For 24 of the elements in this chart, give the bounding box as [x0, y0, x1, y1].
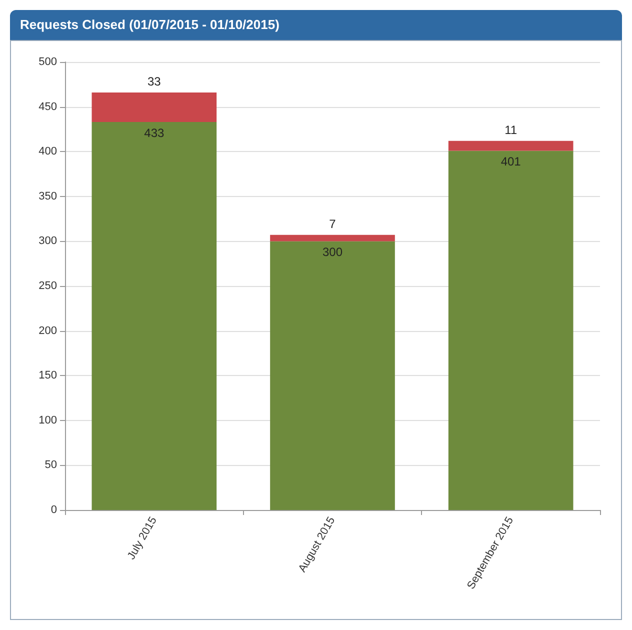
- bar: [270, 241, 395, 510]
- y-tick-label: 50: [44, 459, 57, 472]
- y-tick-label: 300: [38, 235, 57, 248]
- y-tick-label: 250: [38, 280, 57, 292]
- bar: [92, 92, 217, 122]
- y-tick-label: 200: [38, 324, 57, 337]
- y-tick-label: 150: [38, 370, 57, 382]
- y-tick-label: 100: [38, 414, 57, 426]
- data-label: 33: [147, 74, 162, 88]
- data-label: 11: [504, 122, 518, 137]
- bar: [270, 234, 395, 242]
- y-tick-label: 350: [38, 190, 57, 202]
- data-label: 401: [500, 154, 522, 169]
- data-label: 7: [329, 216, 336, 231]
- y-tick-label: 450: [38, 100, 57, 113]
- data-label: 300: [322, 245, 343, 260]
- bar: [92, 122, 217, 510]
- y-tick-label: 500: [38, 56, 57, 68]
- y-tick-label: 400: [38, 146, 57, 158]
- bar: [448, 150, 574, 510]
- chart-title: Requests Closed (01/07/2015 - 01/10/2015): [10, 10, 622, 40]
- data-label: 433: [144, 126, 164, 140]
- y-tick-label: 0: [50, 504, 57, 516]
- bar: [448, 140, 574, 151]
